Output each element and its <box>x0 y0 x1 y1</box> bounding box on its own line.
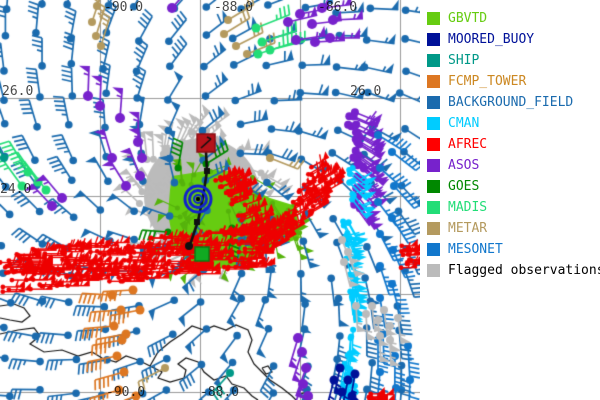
legend-item-goes: GOES <box>427 176 600 197</box>
legend-swatch <box>427 33 440 46</box>
legend-swatch <box>427 54 440 67</box>
legend-label: Flagged observations <box>448 263 600 278</box>
legend-swatch <box>427 75 440 88</box>
legend-item-flagged: Flagged observations <box>427 260 600 281</box>
legend-item-ship: SHIP <box>427 50 600 71</box>
legend-label: METAR <box>448 221 488 236</box>
legend-item-metar: METAR <box>427 218 600 239</box>
legend-swatch <box>427 12 440 25</box>
legend-item-fcmp-tower: FCMP_TOWER <box>427 71 600 92</box>
legend-item-gbvtd: GBVTD <box>427 8 600 29</box>
legend-label: MOORED_BUOY <box>448 32 535 47</box>
legend-label: MADIS <box>448 200 488 215</box>
legend-label: CMAN <box>448 116 480 131</box>
legend-swatch <box>427 180 440 193</box>
legend-swatch <box>427 96 440 109</box>
legend-item-moored-buoy: MOORED_BUOY <box>427 29 600 50</box>
legend-label: MESONET <box>448 242 503 257</box>
legend-swatch <box>427 201 440 214</box>
legend-swatch <box>427 222 440 235</box>
wind-map-canvas[interactable] <box>0 0 420 400</box>
legend-item-asos: ASOS <box>427 155 600 176</box>
legend-label: GBVTD <box>448 11 488 26</box>
legend-item-mesonet: MESONET <box>427 239 600 260</box>
legend-swatch <box>427 264 440 277</box>
legend-item-madis: MADIS <box>427 197 600 218</box>
legend-swatch <box>427 117 440 130</box>
platform-legend: GBVTD MOORED_BUOY SHIP FCMP_TOWER BACKGR… <box>427 8 600 281</box>
legend-label: GOES <box>448 179 480 194</box>
legend-swatch <box>427 138 440 151</box>
legend-label: ASOS <box>448 158 480 173</box>
legend-item-afrec: AFREC <box>427 134 600 155</box>
legend-swatch <box>427 159 440 172</box>
legend-label: SHIP <box>448 53 480 68</box>
legend-label: FCMP_TOWER <box>448 74 527 89</box>
legend-label: BACKGROUND_FIELD <box>448 95 574 110</box>
wind-barb-map: -90.0 -88.0 -86.0 26.0 26.0 24.0 -90.0 -… <box>0 0 420 400</box>
legend-item-cman: CMAN <box>427 113 600 134</box>
legend-swatch <box>427 243 440 256</box>
legend-item-background-field: BACKGROUND_FIELD <box>427 92 600 113</box>
legend-label: AFREC <box>448 137 488 152</box>
